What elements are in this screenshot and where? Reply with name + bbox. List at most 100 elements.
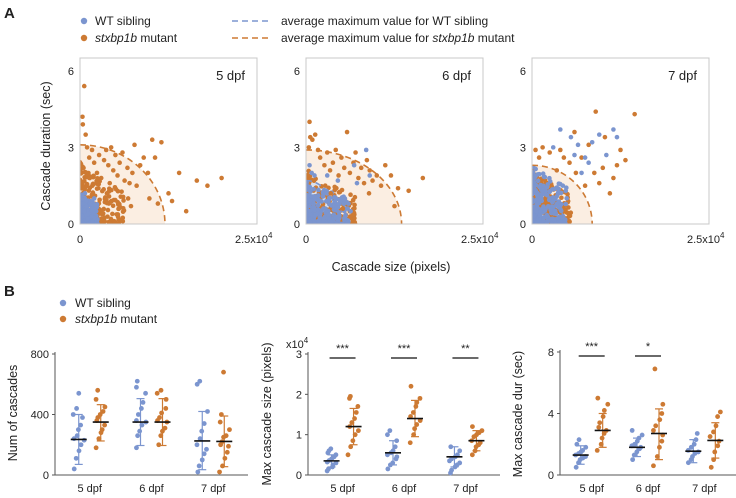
mutant-point	[378, 183, 384, 188]
mutant-point	[176, 170, 182, 176]
wt-point	[532, 192, 535, 197]
mutant-dot	[417, 395, 423, 401]
mutant-point	[347, 170, 353, 176]
mutant-point	[614, 162, 620, 168]
wt-dot	[135, 433, 141, 439]
mutant-point	[81, 165, 86, 171]
category-label: 6 dpf	[392, 483, 417, 495]
scatter-frame	[531, 57, 710, 225]
wt-dot	[449, 467, 454, 473]
wt-point	[321, 206, 326, 211]
mutant-point	[115, 173, 120, 178]
y-tick-label: 1	[296, 430, 302, 442]
mutant-point	[352, 202, 357, 208]
mutant-point	[205, 183, 210, 188]
mutant-point	[312, 132, 318, 137]
mutant-point	[96, 185, 101, 191]
mutant-point	[86, 155, 92, 160]
plot2-ylabel: Max cascade size (pixels)	[260, 342, 274, 485]
x-tick-base: 2.5x10	[461, 234, 494, 246]
wt-point	[550, 145, 556, 150]
wt-dot	[78, 442, 84, 448]
category-label: 6 dpf	[139, 483, 164, 495]
panel-a-legend: WT sibling stxbp1b mutant average maximu…	[80, 14, 515, 45]
panel-b-legend: WT sibling stxbp1b mutant	[59, 296, 158, 326]
mutant-point	[367, 168, 373, 173]
mutant-point	[112, 185, 118, 190]
mutant-point	[120, 205, 126, 211]
wt-dot	[195, 469, 201, 475]
mutant-point	[115, 188, 121, 194]
mutant-point	[87, 175, 92, 181]
category-label: 7 dpf	[692, 483, 717, 495]
wt-dot	[685, 460, 691, 466]
legend-mut-label-italic: stxbp1b	[95, 31, 137, 45]
wt-point	[548, 207, 554, 213]
mutant-dot	[408, 414, 413, 419]
mutant-dot	[162, 425, 168, 431]
mutant-point	[159, 139, 164, 145]
wt-point	[342, 217, 347, 223]
mutant-dot	[708, 464, 714, 470]
mutant-point	[536, 155, 542, 160]
wt-dot	[580, 448, 586, 453]
mutant-point	[107, 220, 113, 224]
wt-point	[345, 221, 350, 224]
mutant-point	[98, 175, 104, 181]
mutant-point	[341, 165, 347, 171]
wt-dot	[573, 464, 579, 470]
mutant-point	[97, 197, 102, 203]
wt-point	[532, 174, 538, 180]
wt-point	[554, 185, 560, 190]
wt-dot	[197, 378, 203, 384]
wt-dot	[201, 451, 207, 457]
mutant-point	[586, 142, 591, 148]
wt-point	[316, 187, 321, 193]
scatter-plot-area	[306, 119, 426, 224]
wt-point	[325, 211, 331, 217]
mutant-dot	[348, 444, 354, 450]
mutant-point	[106, 162, 111, 168]
mutant-point	[80, 180, 86, 185]
mutant-dot	[657, 417, 663, 423]
wt-point	[534, 208, 539, 214]
plot2-multiplier-exp: 4	[304, 336, 309, 345]
mutant-point	[333, 147, 339, 153]
x-tick-label: 0	[529, 234, 535, 246]
wt-dot	[691, 441, 697, 447]
dot-plot-3: 8 4 0 5 dpf *** 6 dpf * 7 dpf	[548, 341, 736, 495]
wt-dot	[694, 431, 700, 436]
wt-dot	[455, 452, 460, 458]
mutant-point	[80, 114, 85, 120]
mutant-dot	[707, 434, 713, 439]
mutant-dot	[652, 366, 658, 372]
mutant-point	[125, 196, 131, 201]
mutant-point	[113, 197, 118, 203]
mutant-point	[99, 188, 105, 194]
mutant-dot	[414, 400, 420, 405]
legend-mut-label-rest: mutant	[137, 31, 178, 45]
mutant-point	[567, 219, 572, 224]
wt-point	[315, 202, 321, 208]
mutant-avg-curve	[532, 164, 593, 224]
mutant-point	[104, 191, 110, 196]
wt-point	[329, 219, 334, 224]
mutant-dot	[163, 406, 169, 411]
significance-label: ***	[398, 343, 412, 355]
wt-point	[572, 152, 577, 158]
wt-point	[541, 204, 546, 209]
wt-point	[545, 182, 551, 187]
mutant-point	[82, 187, 87, 192]
mutant-point	[94, 170, 100, 176]
mutant-point	[533, 147, 538, 153]
legend-wt-label: WT sibling	[95, 14, 151, 28]
wt-dot	[457, 448, 463, 454]
wt-point	[307, 198, 312, 204]
plot2-multiplier-base: x10	[286, 339, 304, 351]
mutant-point	[361, 180, 367, 186]
y-tick-label: 400	[31, 410, 49, 422]
y-tick-label: 0	[68, 219, 74, 231]
mutant-point	[602, 134, 608, 140]
mutant-point	[567, 213, 573, 219]
